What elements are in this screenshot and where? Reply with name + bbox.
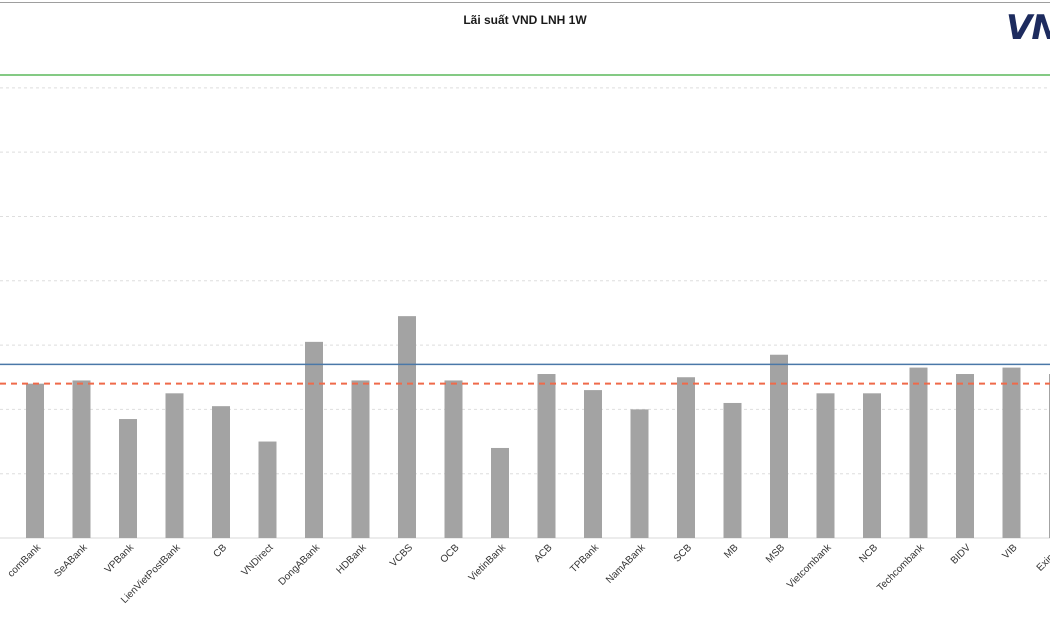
x-tick-label: Vietcombank bbox=[785, 542, 834, 591]
bar-vcbs bbox=[398, 316, 416, 538]
bar-ocb bbox=[444, 380, 463, 538]
bar-techcombank bbox=[909, 367, 928, 538]
bar-hdbank bbox=[351, 380, 370, 538]
bar-seabank bbox=[72, 380, 91, 538]
x-tick-label: TPBank bbox=[568, 542, 602, 576]
bar-tpbank bbox=[584, 390, 602, 538]
gridlines bbox=[0, 87, 1050, 539]
x-tick-label: NCB bbox=[857, 542, 880, 565]
x-tick-label: comBank bbox=[6, 542, 44, 580]
x-tick-label: NamABank bbox=[604, 542, 648, 586]
x-tick-label: SeABank bbox=[52, 542, 90, 580]
bar-namabank bbox=[630, 409, 649, 538]
bar-vib bbox=[1002, 367, 1021, 538]
bar-scb bbox=[677, 377, 695, 538]
chart-border bbox=[0, 2, 1050, 3]
x-tick-label: DongABank bbox=[277, 542, 323, 588]
x-tick-label: CB bbox=[212, 542, 230, 560]
bar-vpbank bbox=[119, 419, 137, 538]
bar-cb bbox=[212, 406, 230, 538]
x-tick-label: OCB bbox=[439, 542, 462, 565]
reference-lines bbox=[0, 74, 1050, 385]
bar-mb bbox=[723, 402, 742, 538]
x-tick-label: VCBS bbox=[388, 542, 415, 569]
bar-lienvietpostbank bbox=[165, 393, 184, 538]
bar-ncb bbox=[863, 393, 881, 538]
chart-title: Lãi suất VND LNH 1W bbox=[463, 13, 587, 27]
x-tick-label: SCB bbox=[672, 542, 695, 565]
x-tick-label: Eximba bbox=[1035, 542, 1050, 574]
bar-msb bbox=[770, 354, 788, 538]
x-tick-label: VPBank bbox=[103, 542, 137, 576]
bar-vndirect bbox=[258, 441, 277, 538]
bar-sacombank bbox=[26, 383, 44, 538]
x-tick-label: MSB bbox=[764, 542, 787, 565]
bar-vietinbank bbox=[491, 447, 509, 538]
x-tick-label: Techcombank bbox=[875, 542, 927, 594]
x-tick-label: HDBank bbox=[335, 542, 370, 577]
x-tick-label: VIB bbox=[1000, 542, 1019, 561]
x-tick-label: MB bbox=[722, 542, 741, 561]
x-tick-label: ACB bbox=[532, 542, 555, 565]
bars bbox=[26, 316, 1050, 538]
bar-acb bbox=[537, 374, 556, 538]
bar-bidv bbox=[956, 374, 974, 538]
x-tick-label: VietinBank bbox=[467, 542, 509, 584]
x-tick-label: BIDV bbox=[949, 542, 974, 567]
x-tick-label: VNDirect bbox=[240, 542, 276, 578]
brand-logo: VN bbox=[1006, 8, 1050, 48]
bar-vietcombank bbox=[816, 393, 835, 538]
bar-dongabank bbox=[305, 341, 323, 538]
